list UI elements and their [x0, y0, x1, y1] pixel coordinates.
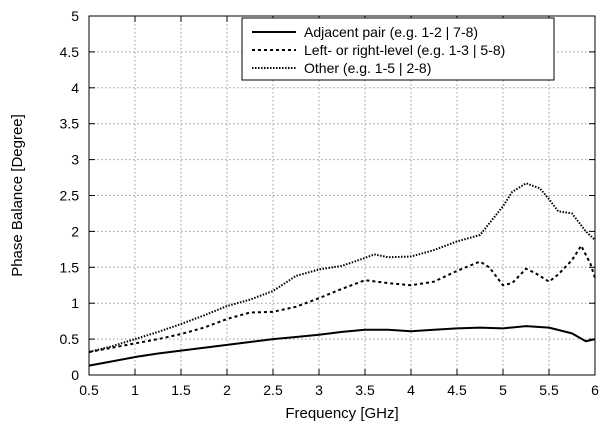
y-tick-label: 5: [71, 8, 79, 24]
series-line-1: [88, 325, 596, 367]
x-tick-label: 3.5: [355, 382, 375, 398]
x-tick-label: 0.5: [79, 382, 99, 398]
x-tick-labels: 0.5 1 1.5 2 2.5 3 3.5 4 4.5 5 5.5 6: [79, 382, 599, 398]
y-tick-label: 4: [71, 80, 79, 96]
y-tick-labels: 0 0.5 1 1.5 2 2.5 3 3.5 4 4.5 5: [60, 8, 80, 383]
y-tick-label: 3: [71, 152, 79, 168]
y-tick-label: 2: [71, 223, 79, 239]
y-axis-label: Phase Balance [Degree]: [9, 114, 26, 277]
x-tick-label: 1.5: [171, 382, 191, 398]
x-tick-label: 5.5: [539, 382, 559, 398]
series-line-3: [88, 182, 596, 353]
legend-label-1: Adjacent pair (e.g. 1-2 | 7-8): [304, 24, 478, 40]
y-tick-label: 4.5: [60, 44, 80, 60]
x-tick-label: 4: [407, 382, 415, 398]
x-tick-label: 5: [499, 382, 507, 398]
x-tick-label: 4.5: [447, 382, 467, 398]
y-tick-label: 3.5: [60, 116, 80, 132]
y-tick-label: 0.5: [60, 331, 80, 347]
x-axis-label: Frequency [GHz]: [285, 405, 398, 422]
x-tick-label: 1: [131, 382, 139, 398]
series-lines: [88, 182, 596, 367]
y-tick-label: 1: [71, 295, 79, 311]
y-tick-label: 0: [71, 367, 79, 383]
legend-label-3: Other (e.g. 1-5 | 2-8): [304, 60, 431, 76]
x-tick-label: 2: [223, 382, 231, 398]
y-tick-label: 1.5: [60, 259, 80, 275]
series-line-2: [88, 244, 596, 354]
legend: Adjacent pair (e.g. 1-2 | 7-8) Left- or r…: [241, 17, 555, 81]
legend-label-2: Left- or right-level (e.g. 1-3 | 5-8): [304, 42, 505, 58]
x-tick-label: 2.5: [263, 382, 283, 398]
x-tick-label: 3: [315, 382, 323, 398]
y-tick-label: 2.5: [60, 188, 80, 204]
grid: [89, 16, 595, 375]
x-tick-label: 6: [591, 382, 599, 398]
